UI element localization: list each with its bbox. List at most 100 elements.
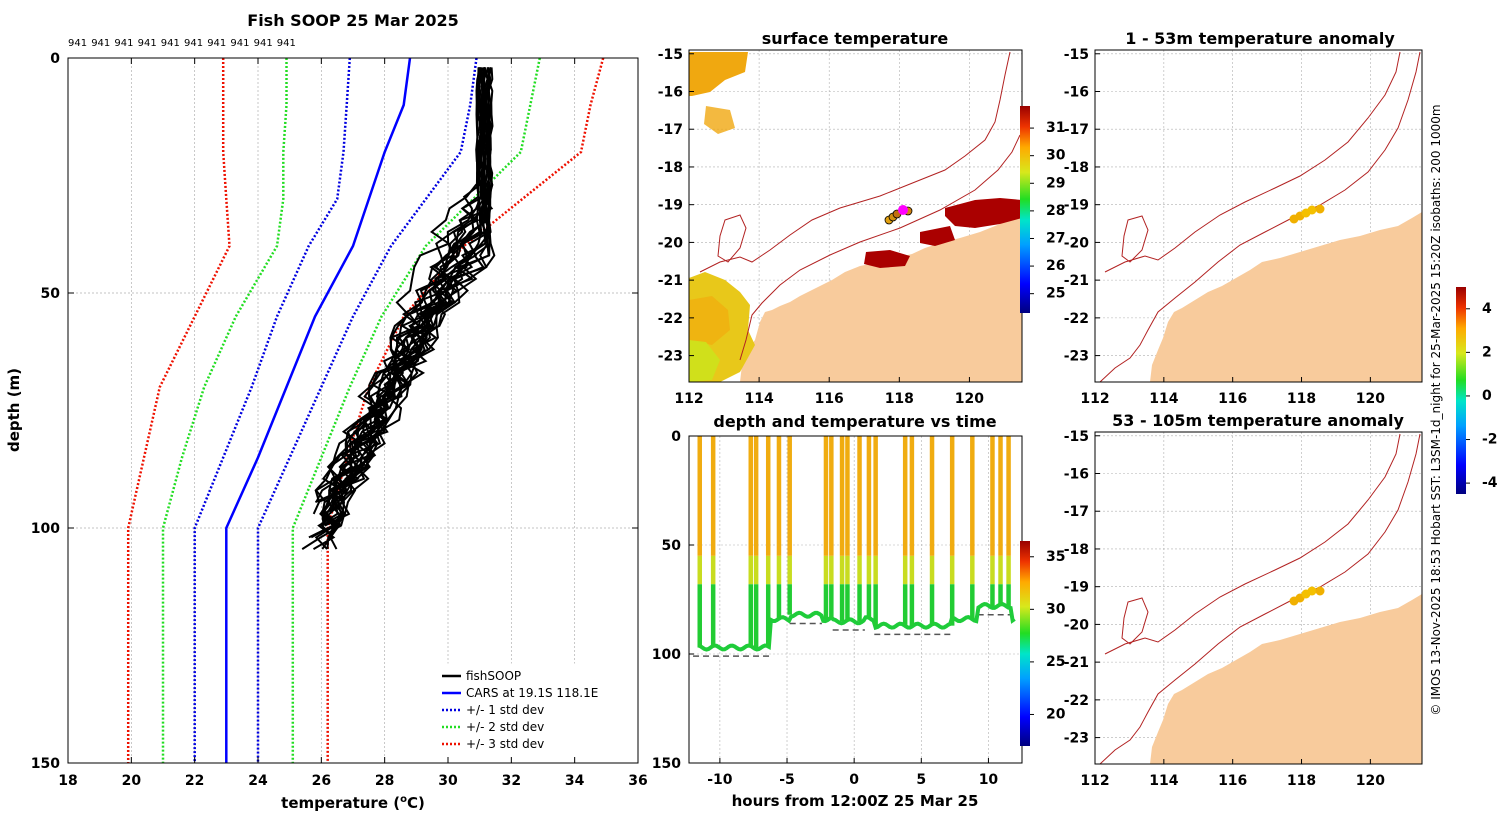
profile-xtick-label: 32	[502, 773, 521, 789]
anomaly1-track	[1289, 204, 1325, 224]
time-ytick-label: 50	[662, 538, 682, 554]
anomaly-colorbar-tick-label: -4	[1482, 475, 1498, 491]
profile-count-label: 941	[114, 38, 133, 49]
sst-ytick-label: -15	[658, 47, 683, 63]
anomaly1-title: 1 - 53m temperature anomaly	[1125, 29, 1395, 48]
sst-colorbar-tick-label: 25	[1046, 286, 1065, 302]
time-title: depth and temperature vs time	[713, 412, 996, 431]
time-xtick-label: -5	[779, 772, 795, 788]
time-ytick-label: 150	[652, 756, 681, 772]
anomaly1-xtick-label: 116	[1218, 391, 1247, 407]
series--3-std	[126, 58, 231, 763]
sst-colorbar-tick-label: 29	[1046, 175, 1065, 191]
series--1-std	[193, 58, 352, 763]
sst-colorbar-tick-label: 27	[1046, 230, 1065, 246]
anomaly1-isobath-200	[1099, 51, 1421, 382]
anomaly2-land	[1150, 594, 1422, 764]
profile-ytick-label: 50	[41, 286, 61, 302]
profile-axes-box	[67, 57, 639, 764]
anomaly2-ytick-label: -16	[1064, 467, 1089, 483]
profile-series	[126, 58, 605, 763]
anomaly1-ytick-label: -17	[1064, 122, 1089, 138]
anomaly2-ytick-label: -19	[1064, 580, 1089, 596]
time-xtick-label: -10	[707, 772, 733, 788]
profile-count-label: 941	[138, 38, 157, 49]
sst-ytick-label: -23	[658, 349, 683, 365]
anomaly1-content	[1099, 51, 1422, 382]
profile-xtick-label: 36	[628, 773, 647, 789]
side-note: © IMOS 13-Nov-2025 18:53 Hobart SST: L3S…	[1429, 104, 1443, 715]
anomaly-colorbar-tick-label: 2	[1482, 344, 1492, 360]
profile-legend: fishSOOP CARS at 19.1S 118.1E +/- 1 std …	[435, 663, 633, 757]
fishsoop-cast	[326, 67, 483, 526]
sst-map-content	[689, 51, 1022, 382]
sst-colorbar-ticks: 25 26 27 28 29 30 31	[1030, 120, 1066, 302]
profile-count-label: 941	[230, 38, 249, 49]
anomaly1-xtick-label: 120	[1356, 391, 1385, 407]
sst-ytick-label: -20	[658, 235, 684, 251]
sst-xtick-label: 120	[955, 391, 984, 407]
profile-xtick-label: 30	[438, 773, 458, 789]
time-bottom-trace	[697, 602, 1016, 652]
sst-xtick-label: 112	[674, 391, 703, 407]
anomaly2-ytick-label: -22	[1064, 693, 1089, 709]
sst-colorbar-tick-label: 31	[1046, 120, 1065, 136]
legend-cars: CARS at 19.1S 118.1E	[466, 686, 598, 700]
anomaly2-ytick-label: -20	[1064, 617, 1090, 633]
sst-xtick-label: 116	[815, 391, 844, 407]
time-colorbar-tick-label: 20	[1046, 706, 1066, 722]
legend-std2: +/- 2 std dev	[466, 720, 544, 734]
anomaly1-ytick-label: -19	[1064, 198, 1089, 214]
sst-island	[717, 214, 747, 263]
anomaly2-isobath-200	[1099, 433, 1421, 764]
profile-ylabel: depth (m)	[5, 368, 23, 452]
anomaly2-xtick-label: 114	[1149, 773, 1178, 789]
anomaly2-ytick-label: -15	[1064, 429, 1089, 445]
anomaly1-ytick-label: -22	[1064, 311, 1089, 327]
anomaly2-xtick-label: 120	[1356, 773, 1385, 789]
time-colorbar-ticks: 20 25 30 35	[1030, 549, 1066, 722]
profile-xtick-label: 28	[375, 773, 394, 789]
fishsoop-cast	[321, 67, 491, 550]
sst-colorbar-tick-label: 30	[1046, 148, 1066, 164]
profile-xtick-label: 26	[312, 773, 331, 789]
anomaly1-land	[1150, 212, 1422, 382]
legend-std3: +/- 3 std dev	[466, 737, 544, 751]
time-xtick-label: 0	[849, 772, 859, 788]
sst-isobath-1000	[699, 51, 1011, 273]
sst-isobath-200	[739, 134, 1021, 361]
time-colorbar-tick-label: 25	[1046, 654, 1065, 670]
anomaly2-ytick-label: -17	[1064, 504, 1089, 520]
sst-ship-track	[884, 205, 913, 225]
profile-count-label: 941	[68, 38, 87, 49]
time-xtick-label: 5	[916, 772, 926, 788]
anomaly2-ytick-label: -23	[1064, 731, 1089, 747]
sst-ytick-label: -21	[658, 273, 683, 289]
anomaly2-content	[1099, 433, 1422, 764]
profile-count-label: 941	[207, 38, 226, 49]
profile-xtick-label: 20	[122, 773, 142, 789]
profile-count-labels: 941 941 941 941 941 941 941 941 941 941	[68, 38, 296, 49]
sst-colorbar	[1020, 106, 1030, 313]
time-colorbar-tick-label: 30	[1046, 601, 1066, 617]
series--2-std	[291, 58, 542, 763]
legend-std1: +/- 1 std dev	[466, 703, 544, 717]
fishsoop-cast	[301, 67, 491, 550]
fishsoop-cast	[320, 67, 493, 527]
sst-ytick-label: -16	[658, 85, 683, 101]
anomaly-colorbar-group: 4 2 0 -2 -4	[1456, 287, 1498, 494]
profile-count-label: 941	[161, 38, 180, 49]
profile-xtick-label: 34	[565, 773, 585, 789]
profile-ytick-label: 100	[31, 521, 60, 537]
time-colorbar	[1020, 541, 1030, 746]
profile-ticks: 18 20 22 24 26 28 30 32 34 36 0 50 100 150	[31, 51, 648, 789]
anomaly2-title: 53 - 105m temperature anomaly	[1112, 411, 1404, 430]
anomaly2-isobath-1000	[1104, 433, 1401, 655]
anomaly1-ytick-label: -15	[1064, 47, 1089, 63]
profile-count-label: 941	[277, 38, 296, 49]
anomaly1-isobath-1000	[1104, 51, 1401, 273]
anomaly2-xtick-label: 116	[1218, 773, 1247, 789]
sst-ytick-label: -19	[658, 198, 683, 214]
